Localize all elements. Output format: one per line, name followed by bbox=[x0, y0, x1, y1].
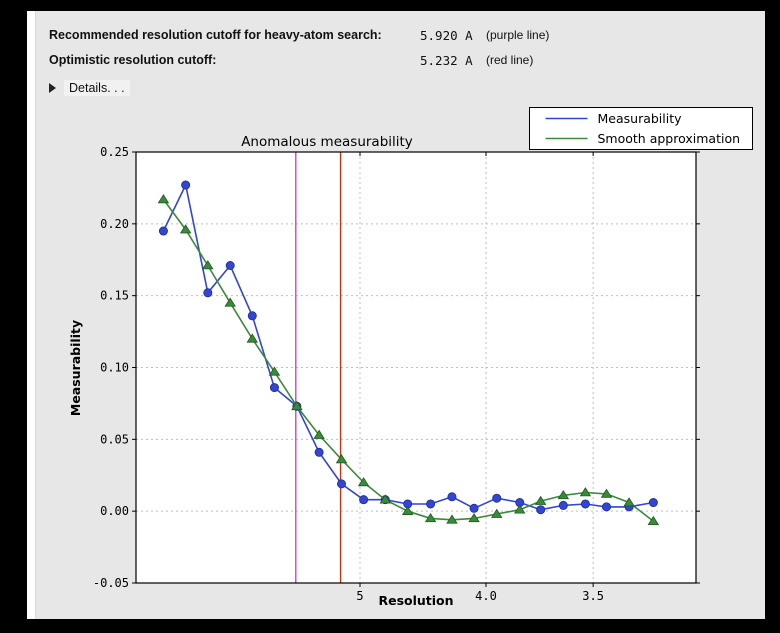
content-panel: Recommended resolution cutoff for heavy-… bbox=[27, 11, 765, 619]
disclosure-triangle-icon bbox=[49, 83, 56, 93]
cutoff-recommended-note: (purple line) bbox=[486, 28, 550, 42]
details-disclosure[interactable]: Details. . . bbox=[49, 79, 130, 97]
left-gutter bbox=[27, 11, 36, 619]
details-label: Details. . . bbox=[64, 80, 130, 96]
cutoff-recommended-value: 5.920 A bbox=[420, 28, 473, 43]
cutoff-optimistic-value: 5.232 A bbox=[420, 53, 473, 68]
cutoff-optimistic-note: (red line) bbox=[486, 53, 534, 67]
cutoff-optimistic-label: Optimistic resolution cutoff: bbox=[49, 53, 217, 67]
cutoff-recommended-label: Recommended resolution cutoff for heavy-… bbox=[49, 28, 382, 42]
